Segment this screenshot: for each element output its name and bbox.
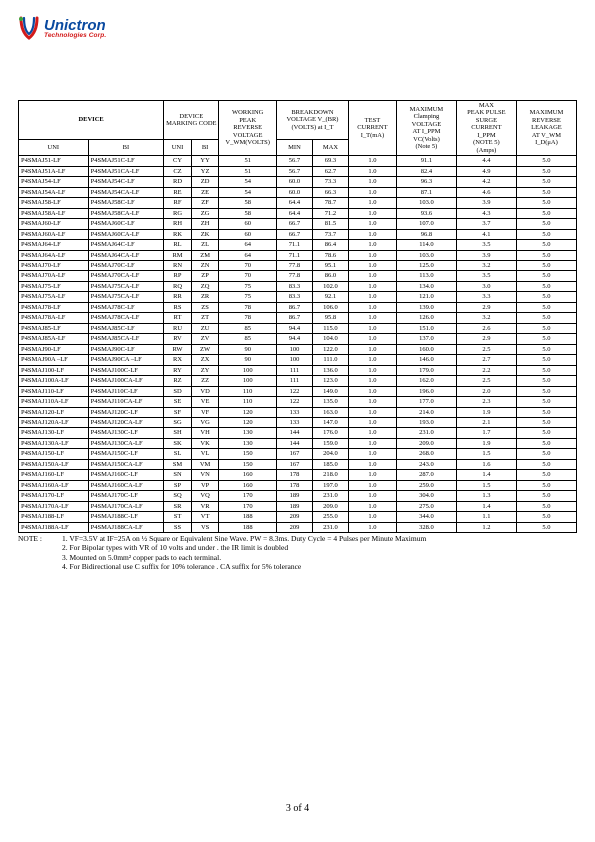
table-row: P4SMAJ170-LFP4SMAJ170C-LFSQVQ170189231.0…	[19, 491, 577, 501]
table-row: P4SMAJ110A-LFP4SMAJ110CA-LFSEVE110122135…	[19, 397, 577, 407]
table-row: P4SMAJ58-LFP4SMAJ58C-LFRFZF5864.478.71.0…	[19, 198, 577, 208]
table-row: P4SMAJ51A-LFP4SMAJ51CA-LFCZYZ5156.762.71…	[19, 166, 577, 176]
logo-text: Unictron Technologies Corp.	[44, 18, 106, 40]
notes: NOTE :1. VF=3.5V at IF=25A on ½ Square o…	[18, 534, 577, 572]
table-row: P4SMAJ150-LFP4SMAJ150C-LFSLVL150167204.0…	[19, 449, 577, 459]
table-row: P4SMAJ58A-LFP4SMAJ58CA-LFRGZG5864.471.21…	[19, 208, 577, 218]
table-row: P4SMAJ120A-LFP4SMAJ120CA-LFSGVG120133147…	[19, 418, 577, 428]
page-number: 3 of 4	[0, 803, 595, 814]
table-row: P4SMAJ160-LFP4SMAJ160C-LFSNVN160178218.0…	[19, 470, 577, 480]
table-row: P4SMAJ150A-LFP4SMAJ150CA-LFSMVM150167185…	[19, 459, 577, 469]
table-row: P4SMAJ90-LFP4SMAJ90C-LFRWZW90100122.01.0…	[19, 344, 577, 354]
data-table: DEVICEDEVICEMARKING CODEWORKINGPEAKREVER…	[18, 100, 577, 533]
table-row: P4SMAJ54A-LFP4SMAJ54CA-LFREZE5460.066.31…	[19, 187, 577, 197]
table-row: P4SMAJ54-LFP4SMAJ54C-LFRDZD5460.073.31.0…	[19, 177, 577, 187]
table-row: P4SMAJ188-LFP4SMAJ188C-LFSTVT188209255.0…	[19, 512, 577, 522]
table-row: P4SMAJ78A-LFP4SMAJ78CA-LFRTZT7886.795.81…	[19, 313, 577, 323]
table-row: P4SMAJ75A-LFP4SMAJ75CA-LFRRZR7583.392.11…	[19, 292, 577, 302]
table-row: P4SMAJ75-LFP4SMAJ75CA-LFRQZQ7583.3102.01…	[19, 281, 577, 291]
table-row: P4SMAJ100A-LFP4SMAJ100CA-LFRZZZ100111123…	[19, 376, 577, 386]
table-row: P4SMAJ130A-LFP4SMAJ130CA-LFSKVK130144159…	[19, 438, 577, 448]
table-row: P4SMAJ70A-LFP4SMAJ70CA-LFRPZP7077.886.01…	[19, 271, 577, 281]
table-row: P4SMAJ51-LFP4SMAJ51C-LFCYYY5156.769.31.0…	[19, 156, 577, 166]
table-row: P4SMAJ160A-LFP4SMAJ160CA-LFSPVP160178197…	[19, 480, 577, 490]
table-row: P4SMAJ70-LFP4SMAJ70C-LFRNZN7077.895.11.0…	[19, 260, 577, 270]
table-row: P4SMAJ130-LFP4SMAJ130C-LFSHVH130144176.0…	[19, 428, 577, 438]
table-row: P4SMAJ100-LFP4SMAJ100C-LFRYZY100111136.0…	[19, 365, 577, 375]
logo-sub: Technologies Corp.	[44, 33, 106, 40]
logo-icon	[18, 16, 40, 42]
table-row: P4SMAJ78-LFP4SMAJ78C-LFRSZS7886.7106.01.…	[19, 302, 577, 312]
table-row: P4SMAJ60A-LFP4SMAJ60CA-LFRKZK6066.773.71…	[19, 229, 577, 239]
table-row: P4SMAJ85-LFP4SMAJ85C-LFRUZU8594.4115.01.…	[19, 323, 577, 333]
table-row: P4SMAJ64A-LFP4SMAJ64CA-LFRMZM6471.178.61…	[19, 250, 577, 260]
logo-name: Unictron	[44, 18, 106, 33]
table-row: P4SMAJ170A-LFP4SMAJ170CA-LFSRVR170189209…	[19, 501, 577, 511]
table-row: P4SMAJ120-LFP4SMAJ120C-LFSFVF120133163.0…	[19, 407, 577, 417]
table-row: P4SMAJ85A-LFP4SMAJ85CA-LFRVZV8594.4104.0…	[19, 334, 577, 344]
table-row: P4SMAJ64-LFP4SMAJ64C-LFRLZL6471.186.41.0…	[19, 240, 577, 250]
table-row: P4SMAJ90A –LFP4SMAJ90CA –LFRXZX90100111.…	[19, 355, 577, 365]
table-row: P4SMAJ110-LFP4SMAJ110C-LFSDVD110122149.0…	[19, 386, 577, 396]
table-row: P4SMAJ60-LFP4SMAJ60C-LFRHZH6066.781.51.0…	[19, 219, 577, 229]
table-row: P4SMAJ188A-LFP4SMAJ188CA-LFSSVS188209231…	[19, 522, 577, 532]
logo: Unictron Technologies Corp.	[18, 16, 106, 42]
